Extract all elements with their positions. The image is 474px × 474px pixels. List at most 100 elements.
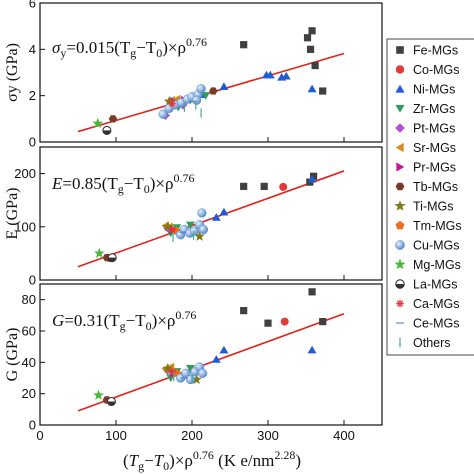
data-point-fe-mgs	[308, 27, 316, 35]
legend-item-mg-mgs: Mg-MGs	[394, 258, 461, 272]
data-point-cu-mgs	[198, 368, 208, 378]
data-point-co-mgs	[279, 182, 288, 191]
legend-marker-cu-mgs	[395, 240, 405, 250]
y-tick-label: 20	[22, 386, 36, 401]
data-point-ni-mgs	[211, 213, 221, 221]
data-point-zr-mgs	[201, 92, 211, 100]
legend-item-sr-mgs: Sr-MGs	[395, 141, 456, 155]
data-point-co-mgs	[280, 317, 289, 326]
fit-line	[77, 313, 345, 412]
legend: Fe-MGs Co-MGs Ni-MGs Zr-MGs Pt-MGs Sr-MGs Pr-M…	[386, 38, 474, 356]
legend-marker-fe-mgs	[396, 46, 404, 54]
data-point-cu-mgs	[197, 208, 207, 218]
legend-item-ce-mgs: Ce-MGs	[396, 317, 460, 331]
plot-frame	[39, 283, 383, 426]
data-point-ni-mgs	[265, 70, 275, 79]
y-tick-label: 200	[14, 166, 36, 181]
data-point-fe-mgs	[240, 41, 248, 49]
x-tick-label: 200	[181, 428, 203, 443]
legend-label: Fe-MGs	[413, 44, 458, 58]
fit-equation: E=0.85(Tg−T0)×ρ0.76	[51, 171, 195, 196]
legend-marker-pt-mgs	[395, 123, 405, 133]
legend-label: Zr-MGs	[413, 102, 455, 116]
panel-bottom: 0 20 40 60 80 0 100 200 300 400 G=0.31(Tg−T0)×ρ0.7…	[4, 283, 383, 443]
data-point-cu-mgs	[189, 226, 199, 236]
x-tick-label: 0	[36, 428, 43, 443]
data-point-tb-mgs	[108, 115, 118, 123]
data-point-la-mgs	[102, 125, 112, 135]
legend-label: Ca-MGs	[413, 297, 460, 311]
panel-middle: 0 100 200 E=0.85(Tg−T0)×ρ0.76 E (GPa)	[4, 146, 383, 288]
data-point-fe-mgs	[319, 318, 327, 326]
data-point-ti-mgs	[194, 230, 205, 241]
y-axis-label: E (GPa)	[4, 188, 21, 240]
legend-item-zr-mgs: Zr-MGs	[395, 102, 455, 116]
legend-label: Cu-MGs	[413, 239, 460, 253]
legend-label: Ti-MGs	[413, 200, 454, 214]
legend-marker-ti-mgs	[394, 200, 406, 211]
legend-marker-la-mgs	[395, 279, 405, 289]
legend-label: Ni-MGs	[413, 83, 455, 97]
data-point-cu-mgs	[196, 84, 206, 94]
fit-equation: G=0.31(Tg−T0)×ρ0.76	[52, 308, 196, 333]
data-point-ca-mgs	[168, 225, 176, 234]
y-tick-label: 2	[29, 88, 36, 103]
x-axis-label: (Tg−T0)×ρ0.76 (K e/nm2.28)	[123, 448, 301, 473]
legend-marker-zr-mgs	[395, 104, 405, 113]
y-tick-label: 0	[29, 418, 36, 433]
data-point-ti-mgs	[162, 221, 174, 232]
data-point-ni-mgs	[219, 345, 229, 354]
data-point-ni-mgs	[307, 84, 317, 93]
data-point-fe-mgs	[319, 87, 327, 95]
data-point-tb-mgs	[209, 87, 218, 95]
plot-frame	[39, 146, 383, 281]
legend-item-tb-mgs: Tb-MGs	[395, 180, 458, 194]
data-point-ca-mgs	[168, 100, 176, 108]
legend-item-ti-mgs: Ti-MGs	[394, 200, 454, 214]
legend-label: Sr-MGs	[413, 141, 456, 155]
data-point-zr-mgs	[186, 365, 195, 373]
legend-marker-mg-mgs	[394, 258, 406, 270]
legend-item-tm-mgs: Tm-MGs	[395, 219, 462, 233]
legend-item-pt-mgs: Pt-MGs	[395, 122, 455, 136]
data-point-fe-mgs	[264, 319, 272, 327]
legend-item-ca-mgs: Ca-MGs	[396, 297, 460, 311]
legend-label: Tb-MGs	[413, 180, 458, 194]
data-point-mg-mgs	[93, 247, 105, 258]
data-point-fe-mgs	[306, 45, 315, 53]
legend-marker-ni-mgs	[395, 84, 405, 93]
legend-marker-pr-mgs	[396, 162, 405, 172]
legend-marker-co-mgs	[395, 65, 405, 74]
y-tick-label: 4	[29, 42, 36, 57]
legend-label: Pr-MGs	[413, 161, 456, 175]
y-axis-label: G (GPa)	[4, 328, 21, 382]
x-tick-label: 100	[105, 428, 127, 443]
data-point-fe-mgs	[308, 288, 316, 296]
data-point-ti-mgs	[163, 95, 175, 106]
x-tick-label: 400	[333, 428, 355, 443]
data-point-mg-mgs	[93, 389, 104, 400]
data-point-ti-mgs	[162, 363, 174, 374]
data-point-la-mgs	[106, 396, 116, 407]
data-point-ni-mgs	[281, 71, 291, 80]
legend-item-fe-mgs: Fe-MGs	[396, 44, 458, 58]
data-point-ni-mgs	[211, 355, 221, 363]
data-point-ni-mgs	[307, 345, 317, 354]
data-point-zr-mgs	[166, 374, 176, 383]
legend-marker-ca-mgs	[396, 299, 404, 308]
y-tick-label: 100	[14, 219, 36, 234]
legend-item-ni-mgs: Ni-MGs	[395, 83, 455, 97]
x-tick-label: 300	[257, 428, 279, 443]
plot-frame	[39, 2, 383, 143]
data-point-fe-mgs	[240, 182, 248, 190]
data-point-zr-mgs	[186, 221, 195, 230]
legend-label: Ce-MGs	[413, 317, 460, 331]
y-tick-label: 0	[29, 273, 36, 288]
y-tick-label: 60	[22, 324, 36, 339]
data-point-ni-mgs	[219, 207, 229, 216]
legend-label: Mg-MGs	[413, 258, 461, 272]
data-point-ti-mgs	[191, 373, 202, 385]
fit-equation: σy=0.015(Tg−T0)×ρ0.76	[52, 35, 207, 60]
